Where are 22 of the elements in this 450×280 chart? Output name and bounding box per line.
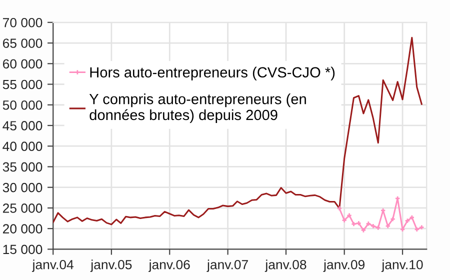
- y-tick-label: 70 000: [3, 18, 42, 28]
- x-tick-label: janv.09: [323, 260, 365, 272]
- y-tick-label: 25 000: [2, 204, 42, 213]
- x-tick-label: janv.07: [206, 260, 248, 272]
- y-tick-label: 50 000: [2, 100, 42, 110]
- x-tick-label: janv.05: [90, 260, 132, 272]
- y-tick-label: 60 000: [3, 59, 42, 69]
- x-tick-label: janv.08: [264, 260, 306, 272]
- y-tick-label: 15 000: [3, 244, 42, 254]
- x-tick-label: janv.06: [148, 260, 190, 272]
- x-tick-label: janv.10: [381, 260, 423, 272]
- legend-label: Y compris auto-entrepreneurs (en données brutes) depuis 2009: [89, 94, 306, 124]
- y-tick-label: 65 000: [3, 38, 42, 48]
- y-tick-label: 45 000: [2, 121, 42, 130]
- line-series: [53, 36, 422, 226]
- y-tick-label: 40 000: [2, 142, 42, 152]
- y-tick-label: 55 000: [2, 80, 42, 90]
- legend-label: Hors auto-entrepreneurs (CVS-CJO *): [90, 66, 335, 80]
- y-tick-label: 20 000: [2, 224, 42, 234]
- x-tick-label: janv.04: [32, 260, 74, 272]
- y-tick-label: 35 000: [2, 162, 42, 172]
- y-tick-label: 30 000: [2, 182, 42, 192]
